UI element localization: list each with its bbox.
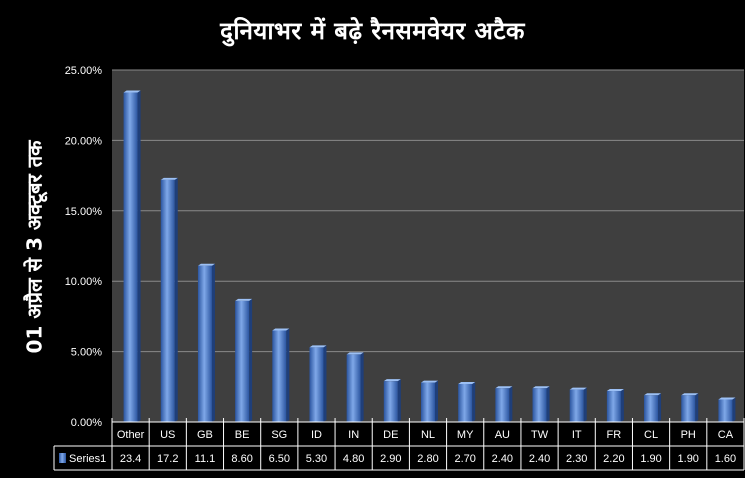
bar-de <box>383 381 398 422</box>
data-label: 1.90 <box>640 453 661 465</box>
data-label: 1.60 <box>715 453 736 465</box>
bar-be <box>235 300 250 422</box>
bar-in <box>346 354 361 422</box>
legend-label: Series1 <box>69 453 106 465</box>
bar-top <box>495 386 513 389</box>
bar-top <box>681 393 699 396</box>
bar-side <box>323 345 327 422</box>
bar-side <box>732 397 736 422</box>
category-label: US <box>160 429 175 441</box>
category-label: BE <box>235 429 250 441</box>
y-tick-label: 15.00% <box>65 206 103 218</box>
bar-top <box>569 387 587 390</box>
category-label: FR <box>607 429 622 441</box>
data-label: 2.40 <box>529 453 550 465</box>
bar-au <box>495 388 510 422</box>
bar-ph <box>681 395 696 422</box>
bar-side <box>360 352 364 422</box>
bar-top <box>644 393 662 396</box>
data-label: 1.90 <box>678 453 699 465</box>
bar-top <box>272 328 290 331</box>
bar-side <box>249 298 253 422</box>
plot-area <box>112 70 744 422</box>
bar-top <box>346 352 364 355</box>
bar-cl <box>644 395 659 422</box>
category-label: NL <box>421 429 435 441</box>
bar-side <box>546 386 550 422</box>
bar-top <box>718 397 736 400</box>
category-label: MY <box>457 429 474 441</box>
data-label: 5.30 <box>306 453 327 465</box>
bar-side <box>583 387 587 422</box>
bar-side <box>286 328 290 422</box>
data-label: 2.40 <box>492 453 513 465</box>
chart-title: दुनियाभर में बढ़े रैनसमवेयर अटैक <box>220 17 525 45</box>
bar-top <box>197 263 215 266</box>
data-label: 2.30 <box>566 453 587 465</box>
bar-nl <box>421 382 435 422</box>
y-tick-label: 0.00% <box>71 417 102 429</box>
bar-ca <box>718 399 733 422</box>
legend-key <box>59 453 66 463</box>
data-label: 8.60 <box>231 453 252 465</box>
category-label: CA <box>718 429 734 441</box>
category-label: ID <box>311 429 322 441</box>
data-label: 6.50 <box>269 453 290 465</box>
bar-top <box>383 379 401 382</box>
bar-side <box>435 380 438 422</box>
bar-other <box>123 92 138 422</box>
bar-sg <box>272 330 287 422</box>
bar-top <box>160 177 178 180</box>
bar-us <box>160 179 175 422</box>
bar-top <box>606 389 624 392</box>
data-label: 17.2 <box>157 453 178 465</box>
data-label: 2.20 <box>603 453 624 465</box>
category-label: SG <box>271 429 287 441</box>
bar-side <box>397 379 401 422</box>
bar-gb <box>197 265 212 422</box>
y-tick-label: 20.00% <box>65 135 103 147</box>
category-label: GB <box>197 429 213 441</box>
category-label: IN <box>348 429 359 441</box>
data-label: 11.1 <box>195 453 216 465</box>
y-tick-label: 5.00% <box>71 347 102 359</box>
category-label: CL <box>644 429 658 441</box>
category-label: TW <box>531 429 549 441</box>
category-label: AU <box>495 429 510 441</box>
category-label: Other <box>117 429 145 441</box>
bar-top <box>458 381 476 384</box>
bar-fr <box>606 391 621 422</box>
category-label: IT <box>572 429 582 441</box>
bar-my <box>458 383 473 422</box>
bar-side <box>211 263 215 422</box>
bar-side <box>620 389 624 422</box>
category-label: DE <box>383 429 398 441</box>
bar-it <box>569 389 584 422</box>
data-label: 4.80 <box>343 453 364 465</box>
bar-top <box>123 90 141 93</box>
bar-side <box>695 393 699 422</box>
y-tick-label: 10.00% <box>65 276 103 288</box>
data-label: 2.80 <box>417 453 438 465</box>
data-label: 2.70 <box>454 453 475 465</box>
bar-tw <box>532 388 547 422</box>
bar-side <box>174 177 178 422</box>
bar-id <box>309 347 324 422</box>
bar-top <box>235 298 253 301</box>
bar-top <box>309 345 327 348</box>
bar-side <box>509 386 513 422</box>
bar-side <box>472 381 476 422</box>
bar-top <box>421 380 438 383</box>
data-label: 23.4 <box>120 453 141 465</box>
bar-top <box>532 386 550 389</box>
data-label: 2.90 <box>380 453 401 465</box>
bar-side <box>658 393 662 422</box>
y-tick-label: 25.00% <box>65 65 103 77</box>
category-label: PH <box>681 429 696 441</box>
bar-side <box>137 90 141 422</box>
